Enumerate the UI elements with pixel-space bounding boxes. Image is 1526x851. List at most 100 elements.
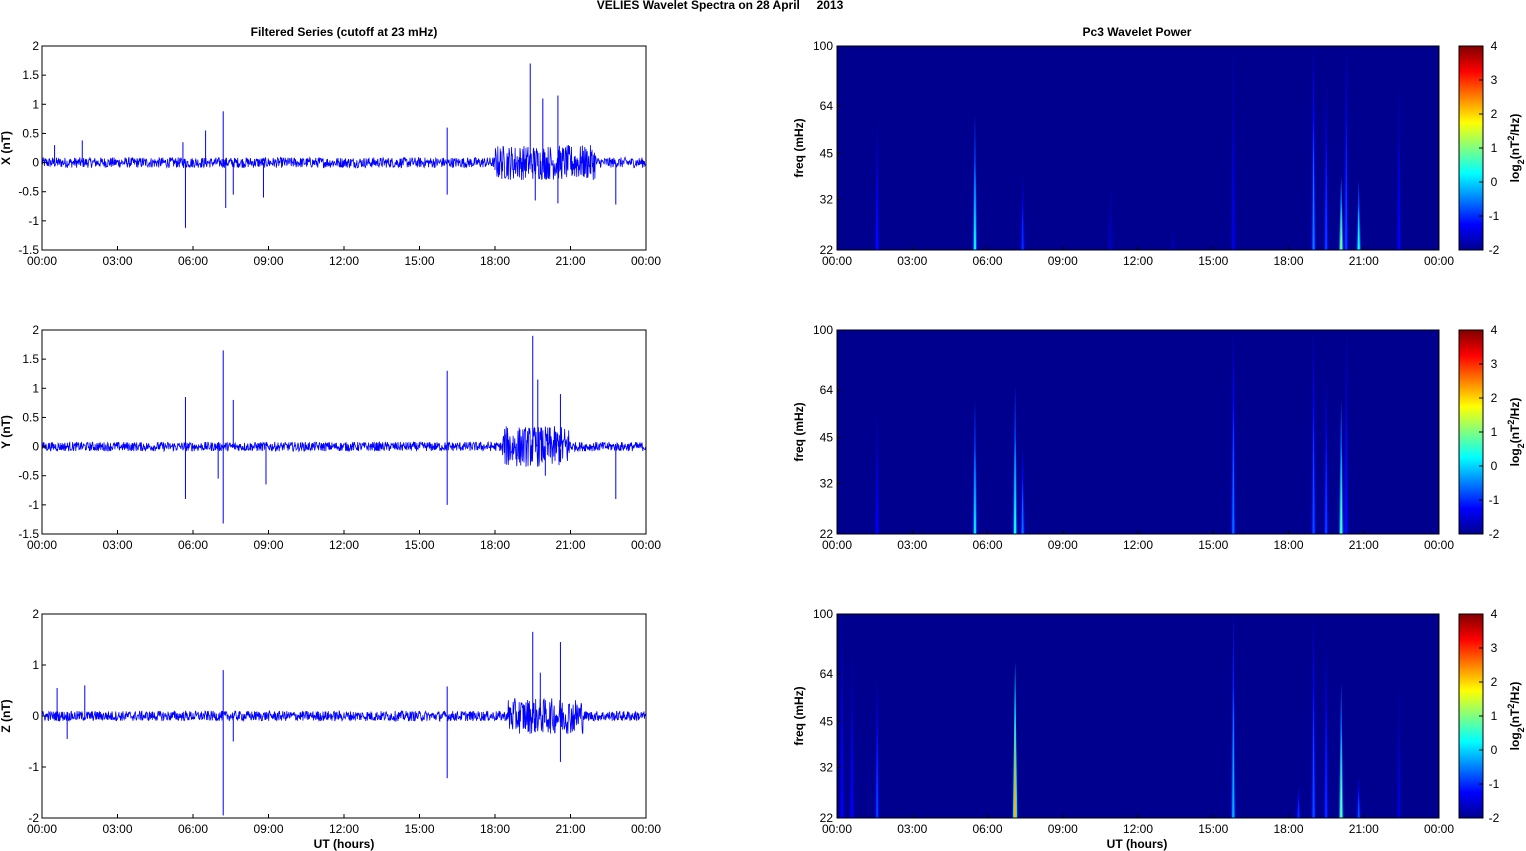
- ylabel-freq: freq (mHz): [792, 686, 806, 745]
- timeseries-xtick-label: 09:00: [253, 822, 283, 836]
- ytick-label: -1: [28, 498, 39, 512]
- ytick-label: -0.5: [18, 469, 39, 483]
- power-burst-core: [973, 446, 977, 534]
- wavelet-xtick-label: 15:00: [1198, 254, 1228, 268]
- wavelet-xtick-label: 06:00: [972, 254, 1002, 268]
- wavelet-xtick-label: 09:00: [1048, 538, 1078, 552]
- power-burst-core: [1013, 716, 1017, 818]
- wavelet-xtick-label: 00:00: [1424, 254, 1454, 268]
- power-burst-core: [1325, 432, 1328, 534]
- wavelet-xtick-label: 03:00: [897, 822, 927, 836]
- power-burst-core: [1340, 446, 1343, 534]
- timeseries-xtick-label: 15:00: [404, 538, 434, 552]
- figure-suptitle: VELIES Wavelet Spectra on 28 April 2013: [597, 0, 844, 12]
- colorbar-tick-label: 4: [1491, 323, 1498, 337]
- ytick-label: 45: [820, 147, 834, 161]
- ytick-label: -1.5: [18, 243, 39, 257]
- timeseries-xtick-label: 21:00: [555, 254, 585, 268]
- ytick-label: 2: [32, 323, 39, 337]
- ytick-label: 1.5: [22, 68, 39, 82]
- timeseries-xtick-label: 00:00: [631, 254, 661, 268]
- power-burst-core: [876, 727, 879, 818]
- wavelet-xtick-label: 00:00: [1424, 822, 1454, 836]
- power-burst-core: [1357, 204, 1360, 250]
- colorbar-tick-label: 3: [1491, 73, 1498, 87]
- ytick-label: 64: [820, 99, 834, 113]
- wavelet-xtick-label: 06:00: [972, 538, 1002, 552]
- wavelet-xtick-label: 00:00: [822, 822, 852, 836]
- colorbar-tick-label: 3: [1491, 357, 1498, 371]
- ytick-label: 0.5: [22, 410, 39, 424]
- ytick-label: 0: [32, 709, 39, 723]
- power-burst-core: [1340, 730, 1343, 818]
- wavelet-xtick-label: 03:00: [897, 254, 927, 268]
- colorbar-label: log2(nT2/Hz): [1506, 114, 1526, 183]
- power-burst-core: [840, 685, 844, 818]
- ytick-label: 1: [32, 381, 39, 395]
- timeseries-xtick-label: 00:00: [27, 538, 57, 552]
- ytick-label: -0.5: [18, 185, 39, 199]
- colorbar-tick-label: 4: [1491, 607, 1498, 621]
- power-burst-core: [1325, 142, 1328, 250]
- power-burst-core: [1172, 235, 1175, 250]
- timeseries-xtick-label: 06:00: [178, 822, 208, 836]
- wavelet-xtick-label: 12:00: [1123, 538, 1153, 552]
- power-burst-core: [1357, 790, 1360, 818]
- power-burst-core: [1021, 477, 1024, 534]
- ytick-label: 100: [813, 323, 833, 337]
- colorbar-tick-label: -2: [1489, 811, 1500, 825]
- colorbar-tick-label: 2: [1491, 391, 1498, 405]
- wavelet-xtick-label: 18:00: [1273, 254, 1303, 268]
- colorbar-tick-label: 1: [1491, 709, 1498, 723]
- colorbar-tick-label: 3: [1491, 641, 1498, 655]
- colorbar-tick-label: 2: [1491, 675, 1498, 689]
- colorbar-tick-label: -2: [1489, 243, 1500, 257]
- wavelet-xtick-label: 15:00: [1198, 538, 1228, 552]
- wavelet-xtick-label: 00:00: [822, 538, 852, 552]
- wavelet-xtick-label: 12:00: [1123, 254, 1153, 268]
- power-burst-core: [1013, 437, 1017, 534]
- wavelet-xtick-label: 18:00: [1273, 538, 1303, 552]
- ylabel-freq: freq (mHz): [792, 118, 806, 177]
- timeseries-panel-y: -1.5 -1 -0.5 0 0.5 1 1.5 2 00:00 03:00 06:00 09:00 1…: [0, 323, 661, 552]
- colorbar-tick-label: 2: [1491, 107, 1498, 121]
- ylabel-z: Z (nT): [0, 699, 13, 732]
- timeseries-xtick-label: 03:00: [102, 822, 132, 836]
- wavelet-xtick-label: 00:00: [1424, 538, 1454, 552]
- ytick-label: 0.5: [22, 126, 39, 140]
- timeseries-xtick-label: 03:00: [102, 254, 132, 268]
- colorbar-tick-label: -1: [1489, 493, 1500, 507]
- timeseries-xtick-label: 00:00: [631, 538, 661, 552]
- timeseries-xtick-label: 18:00: [480, 538, 510, 552]
- timeseries-xtick-label: 00:00: [27, 254, 57, 268]
- timeseries-xtick-label: 00:00: [631, 822, 661, 836]
- power-background: [837, 614, 1439, 818]
- timeseries-xtick-label: 12:00: [329, 538, 359, 552]
- ytick-label: 1.5: [22, 352, 39, 366]
- power-background: [837, 330, 1439, 534]
- timeseries-xtick-label: 18:00: [480, 254, 510, 268]
- ytick-label: 45: [820, 431, 834, 445]
- ytick-label: 100: [813, 607, 833, 621]
- power-burst-core: [973, 162, 977, 250]
- ytick-label: -1: [28, 214, 39, 228]
- ytick-label: 0: [32, 440, 39, 454]
- power-burst-core: [876, 453, 879, 534]
- left-xlabel: UT (hours): [314, 837, 375, 851]
- left-column-title: Filtered Series (cutoff at 23 mHz): [251, 25, 438, 39]
- timeseries-xtick-label: 03:00: [102, 538, 132, 552]
- ytick-label: 45: [820, 715, 834, 729]
- power-burst-core: [1232, 685, 1235, 818]
- ytick-label: -1: [28, 760, 39, 774]
- ytick-label: -2: [28, 811, 39, 825]
- timeseries-xtick-label: 21:00: [555, 822, 585, 836]
- ytick-label: 22: [820, 243, 834, 257]
- timeseries-xtick-label: 06:00: [178, 538, 208, 552]
- power-burst-core: [850, 710, 854, 818]
- ylabel-x: X (nT): [0, 131, 13, 165]
- colorbar-tick-label: -2: [1489, 527, 1500, 541]
- power-burst-core: [1109, 206, 1112, 250]
